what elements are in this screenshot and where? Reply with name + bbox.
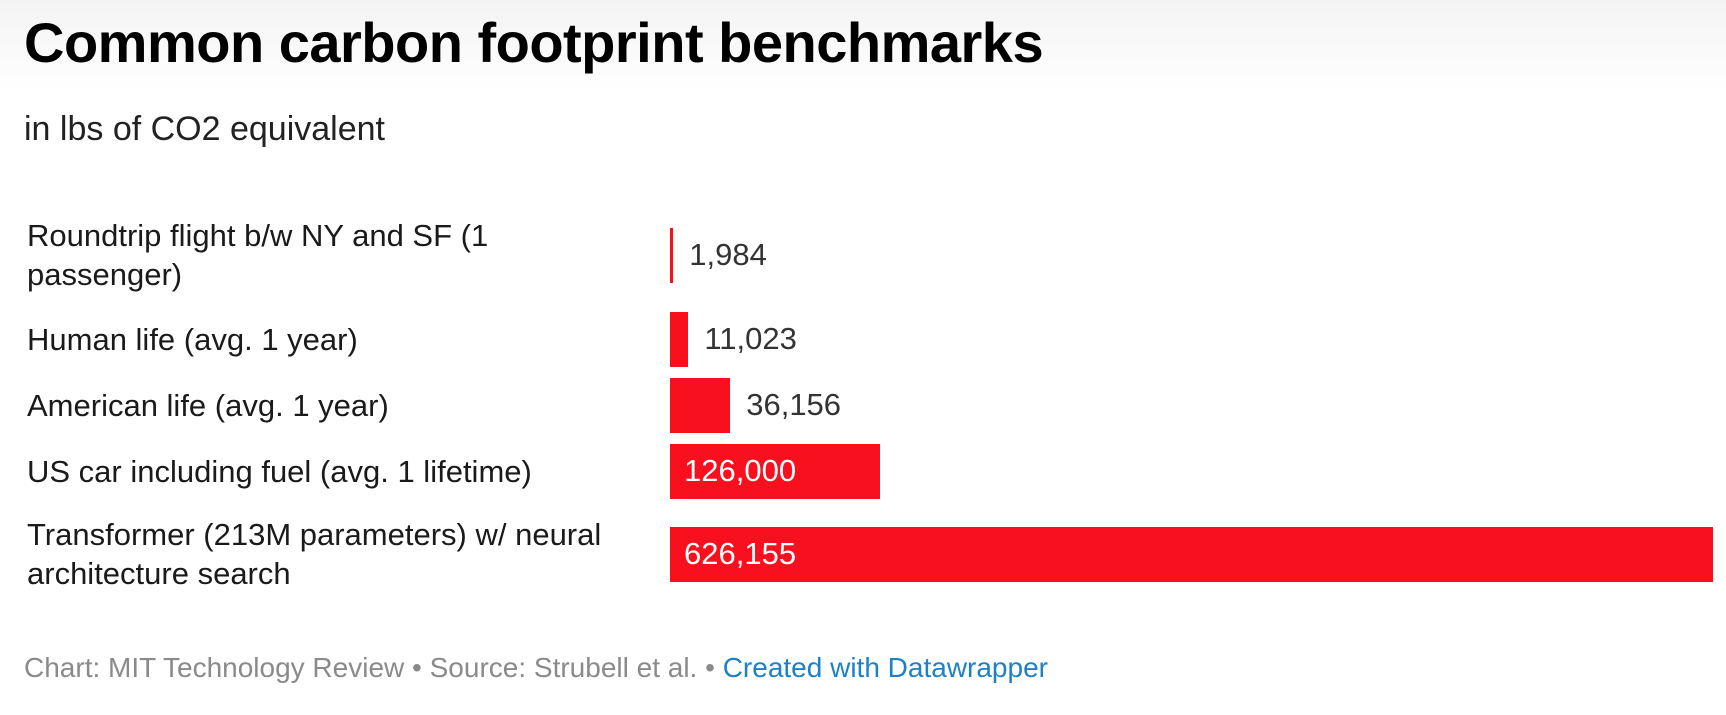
chart-credit: Chart: MIT Technology Review bbox=[24, 652, 405, 683]
value-label: 626,155 bbox=[684, 536, 797, 571]
chart-subtitle: in lbs of CO2 equivalent bbox=[24, 110, 385, 148]
bar bbox=[670, 377, 731, 433]
footer-separator: • bbox=[697, 652, 723, 683]
category-label: Human life (avg. 1 year) bbox=[27, 321, 358, 357]
bar-chart: Roundtrip flight b/w NY and SF (1 passen… bbox=[0, 205, 1726, 605]
category-label: Transformer (213M parameters) w/ neural … bbox=[27, 517, 602, 591]
value-label: 126,000 bbox=[684, 453, 797, 488]
bar bbox=[670, 526, 1713, 582]
chart-title: Common carbon footprint benchmarks bbox=[24, 11, 1044, 74]
datawrapper-link[interactable]: Created with Datawrapper bbox=[722, 652, 1048, 683]
footer-separator: • bbox=[404, 652, 430, 683]
value-label: 11,023 bbox=[704, 321, 797, 356]
bar bbox=[670, 443, 880, 499]
value-label: 36,156 bbox=[746, 387, 842, 422]
category-label: US car including fuel (avg. 1 lifetime) bbox=[27, 453, 532, 489]
category-label: Roundtrip flight b/w NY and SF (1 passen… bbox=[27, 218, 489, 292]
bar bbox=[670, 311, 689, 367]
chart-footer: Chart: MIT Technology Review • Source: S… bbox=[24, 652, 1048, 684]
bar bbox=[670, 227, 674, 283]
source-credit: Source: Strubell et al. bbox=[429, 652, 698, 683]
value-label: 1,984 bbox=[689, 237, 767, 272]
category-label: American life (avg. 1 year) bbox=[27, 387, 389, 423]
